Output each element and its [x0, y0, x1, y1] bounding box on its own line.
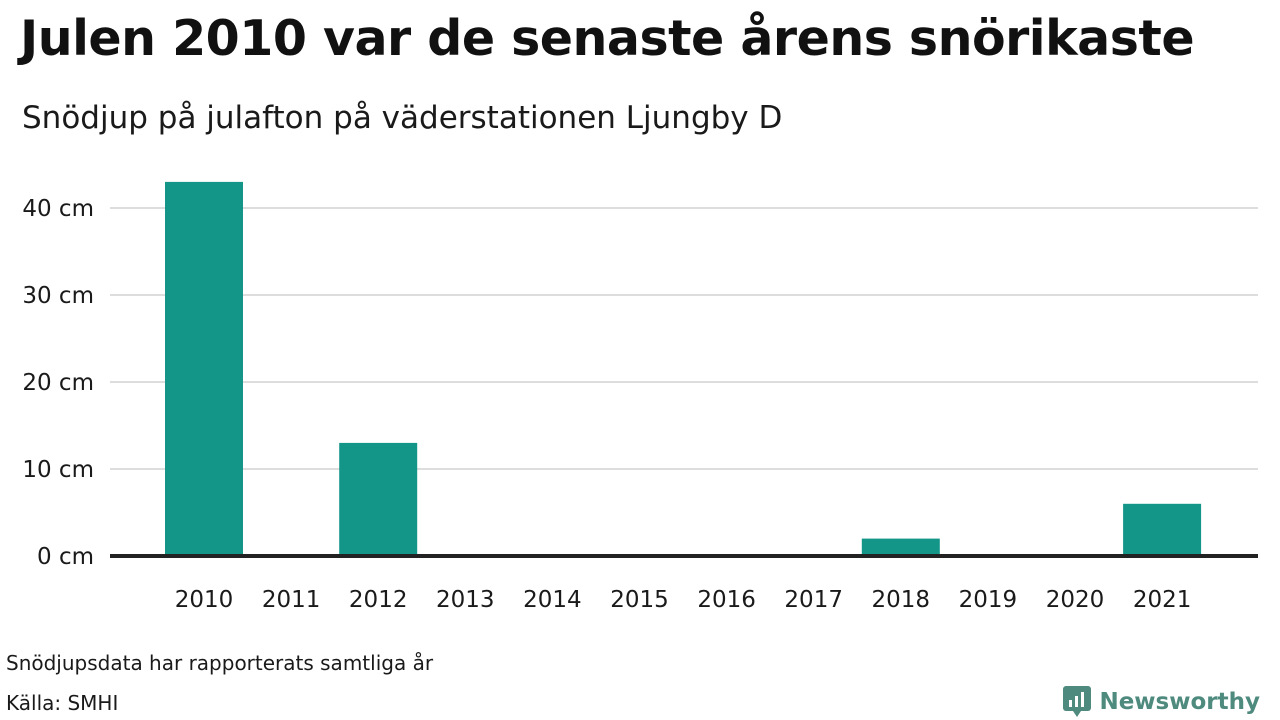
x-tick-label: 2016	[697, 587, 756, 613]
y-tick-label: 30 cm	[22, 283, 94, 309]
chart-title: Julen 2010 var de senaste årens snörikas…	[20, 10, 1195, 67]
newsworthy-logo-icon	[1063, 686, 1092, 717]
x-tick-label: 2019	[959, 587, 1018, 613]
bar-2018	[861, 538, 940, 556]
brand-name: Newsworthy	[1099, 689, 1260, 715]
x-tick-label: 2013	[436, 587, 495, 613]
chart-subtitle: Snödjup på julafton på väderstationen Lj…	[22, 100, 783, 136]
y-tick-label: 10 cm	[22, 457, 94, 483]
source-label: Källa: SMHI	[6, 691, 119, 715]
x-tick-label: 2018	[872, 587, 931, 613]
y-tick-label: 20 cm	[22, 370, 94, 396]
bar-2012	[339, 442, 418, 556]
bar-2021	[1123, 503, 1202, 556]
bar-2010	[165, 181, 243, 556]
x-tick-label: 2010	[175, 587, 234, 613]
y-tick-label: 0 cm	[37, 544, 94, 570]
x-tick-label: 2017	[784, 587, 843, 613]
x-tick-label: 2021	[1133, 587, 1192, 613]
x-tick-label: 2020	[1046, 587, 1105, 613]
data-note: Snödjupsdata har rapporterats samtliga å…	[6, 651, 434, 675]
x-tick-label: 2011	[262, 587, 321, 613]
x-tick-label: 2014	[523, 587, 582, 613]
x-tick-label: 2012	[349, 587, 408, 613]
x-tick-label: 2015	[610, 587, 669, 613]
brand-logo: Newsworthy	[1063, 686, 1260, 718]
y-tick-label: 40 cm	[22, 196, 94, 222]
